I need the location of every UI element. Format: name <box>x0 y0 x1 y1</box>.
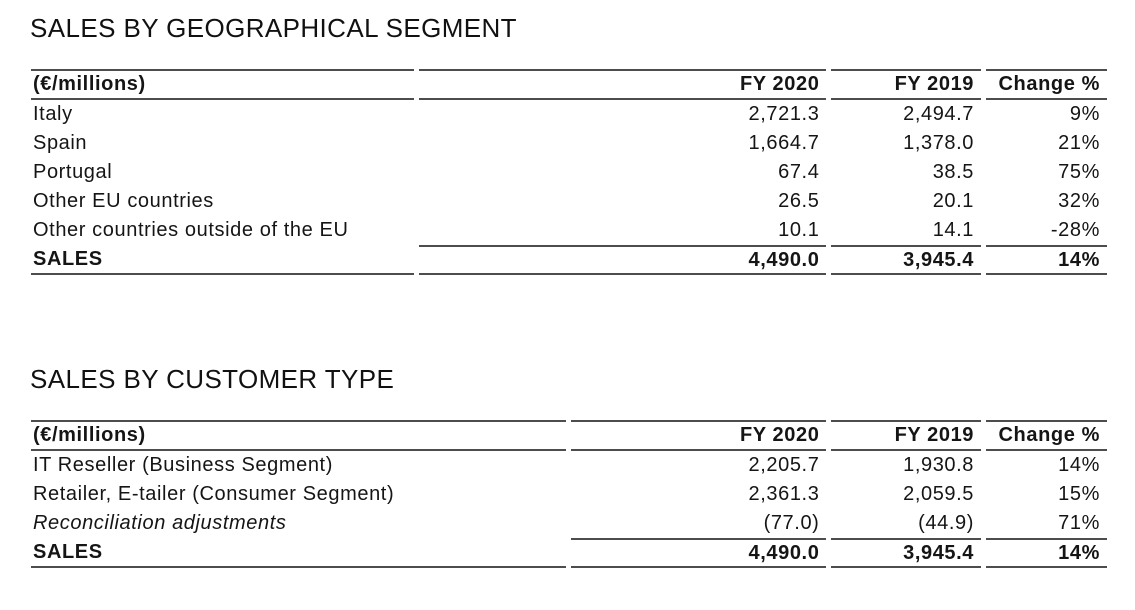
total-change-value: 14% <box>986 538 1107 568</box>
total-fy2020-value: 4,490.0 <box>570 538 827 568</box>
total-change-value: 14% <box>986 245 1107 275</box>
table-header-row: (€/millions) FY 2020 FY 2019 Change % <box>31 420 1107 451</box>
fy2020-value: 2,721.3 <box>748 103 820 125</box>
total-row: SALES 4,490.0 3,945.4 14% <box>31 538 1107 568</box>
row-label: Reconciliation adjustments <box>33 512 287 534</box>
fy2020-value: 1,664.7 <box>748 132 820 154</box>
fy2019-value: 14.1 <box>932 219 975 241</box>
change-value: -28% <box>1050 219 1100 241</box>
fy2020-value: 2,361.3 <box>748 483 820 505</box>
fy2020-column-header: FY 2020 <box>570 420 827 451</box>
change-value: 75% <box>1058 161 1100 183</box>
table-row: Other EU countries 26.5 20.1 32% <box>31 187 1107 216</box>
sales-by-customer-type-section: SALES BY CUSTOMER TYPE (€/millions) FY 2… <box>26 365 1112 568</box>
table-header-row: (€/millions) FY 2020 FY 2019 Change % <box>31 69 1107 100</box>
section-title-customer-type: SALES BY CUSTOMER TYPE <box>30 364 395 394</box>
fy2019-value: 1,378.0 <box>903 132 975 154</box>
unit-header: (€/millions) <box>31 420 566 451</box>
fy2019-value: 2,494.7 <box>903 103 975 125</box>
fy2020-value: 26.5 <box>778 190 820 212</box>
total-fy2019-value: 3,945.4 <box>831 538 982 568</box>
total-fy2019-value: 3,945.4 <box>831 245 982 275</box>
section-title-geographical: SALES BY GEOGRAPHICAL SEGMENT <box>30 13 517 43</box>
fy2019-value: 38.5 <box>932 161 975 183</box>
fy2020-value: (77.0) <box>763 512 820 534</box>
sales-by-geographical-segment-section: SALES BY GEOGRAPHICAL SEGMENT (€/million… <box>26 14 1112 275</box>
fy2019-value: 20.1 <box>932 190 975 212</box>
row-label: Retailer, E-tailer (Consumer Segment) <box>33 483 395 505</box>
row-label: Portugal <box>33 161 113 183</box>
change-column-header: Change % <box>986 420 1107 451</box>
change-value: 21% <box>1058 132 1100 154</box>
change-value: 32% <box>1058 190 1100 212</box>
row-label: Other EU countries <box>33 190 214 212</box>
fy2020-value: 2,205.7 <box>748 454 820 476</box>
table-row: Reconciliation adjustments (77.0) (44.9)… <box>31 509 1107 538</box>
report-page: SALES BY GEOGRAPHICAL SEGMENT (€/million… <box>26 14 1112 568</box>
change-value: 14% <box>1058 454 1100 476</box>
table-row: Portugal 67.4 38.5 75% <box>31 158 1107 187</box>
sales-by-customer-type-table: (€/millions) FY 2020 FY 2019 Change % IT… <box>26 420 1112 568</box>
row-label: Italy <box>33 103 73 125</box>
table-row: IT Reseller (Business Segment) 2,205.7 1… <box>31 451 1107 480</box>
total-fy2020-value: 4,490.0 <box>419 245 827 275</box>
unit-header: (€/millions) <box>31 69 415 100</box>
fy2019-value: 2,059.5 <box>903 483 975 505</box>
fy2020-value: 67.4 <box>778 161 820 183</box>
fy2019-column-header: FY 2019 <box>831 69 982 100</box>
fy2019-value: 1,930.8 <box>903 454 975 476</box>
table-row: Spain 1,664.7 1,378.0 21% <box>31 129 1107 158</box>
fy2020-value: 10.1 <box>778 219 820 241</box>
row-label: Other countries outside of the EU <box>33 219 349 241</box>
sales-by-geographical-segment-table: (€/millions) FY 2020 FY 2019 Change % It… <box>26 69 1112 275</box>
table-row: Retailer, E-tailer (Consumer Segment) 2,… <box>31 480 1107 509</box>
fy2020-column-header: FY 2020 <box>419 69 827 100</box>
change-value: 15% <box>1058 483 1100 505</box>
total-row: SALES 4,490.0 3,945.4 14% <box>31 245 1107 275</box>
fy2019-value: (44.9) <box>918 512 975 534</box>
change-column-header: Change % <box>986 69 1107 100</box>
change-value: 71% <box>1058 512 1100 534</box>
row-label: IT Reseller (Business Segment) <box>33 454 333 476</box>
fy2019-column-header: FY 2019 <box>831 420 982 451</box>
total-label: SALES <box>31 538 566 568</box>
table-row: Italy 2,721.3 2,494.7 9% <box>31 100 1107 129</box>
change-value: 9% <box>1069 103 1100 125</box>
row-label: Spain <box>33 132 88 154</box>
table-row: Other countries outside of the EU 10.1 1… <box>31 216 1107 245</box>
total-label: SALES <box>31 245 415 275</box>
